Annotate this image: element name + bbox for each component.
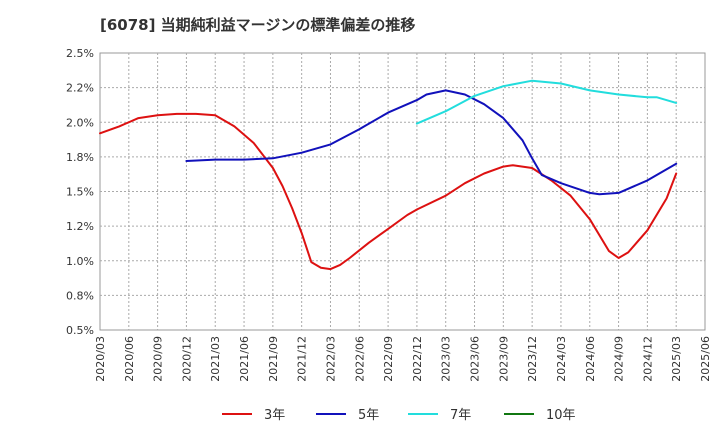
legend-label: 10年 (546, 408, 576, 423)
legend-label: 7年 (450, 408, 471, 423)
series-lines (99, 79, 678, 271)
x-tick-label: 2020/03 (94, 336, 107, 382)
y-tick-label: 2.2% (66, 82, 94, 95)
x-tick-label: 2024/12 (641, 336, 654, 382)
y-tick-label: 1.5% (66, 186, 94, 199)
y-axis-ticks: 0.5% 0.8% 1.0% 1.2% 1.5% 1.8% 2.0% 2.2% 2.5% (66, 47, 94, 337)
x-tick-label: 2024/06 (584, 336, 597, 382)
series-line-7年 (415, 79, 678, 125)
x-tick-label: 2021/09 (267, 336, 280, 382)
y-tick-label: 2.5% (66, 47, 94, 60)
x-axis-ticks: 2020/03 2020/06 2020/09 2020/12 2021/03 2021/… (94, 336, 712, 382)
y-tick-label: 2.0% (66, 116, 94, 129)
x-tick-label: 2024/03 (555, 336, 568, 382)
legend-label: 5年 (358, 408, 379, 423)
x-tick-label: 2022/03 (324, 336, 337, 382)
series-line-5年 (185, 89, 678, 196)
x-tick-label: 2020/12 (180, 336, 193, 382)
y-tick-label: 1.2% (66, 220, 94, 233)
x-tick-label: 2023/12 (526, 336, 539, 382)
y-tick-label: 1.8% (66, 151, 94, 164)
x-tick-label: 2023/06 (469, 336, 482, 382)
x-tick-label: 2020/09 (152, 336, 165, 382)
grid-lines (100, 53, 705, 330)
legend-label: 3年 (264, 408, 285, 423)
legend: 3年 5年 7年 10年 (222, 408, 576, 423)
y-tick-label: 1.0% (66, 255, 94, 268)
x-tick-label: 2021/12 (296, 336, 309, 382)
x-tick-label: 2022/09 (382, 336, 395, 382)
series-line-3年 (99, 112, 678, 271)
chart-title: [6078] 当期純利益マージンの標準偏差の推移 (100, 16, 415, 34)
x-tick-label: 2021/06 (238, 336, 251, 382)
y-tick-label: 0.5% (66, 324, 94, 337)
y-tick-label: 0.8% (66, 289, 94, 302)
x-tick-label: 2022/06 (353, 336, 366, 382)
x-tick-label: 2020/06 (123, 336, 136, 382)
x-tick-label: 2023/03 (440, 336, 453, 382)
x-tick-label: 2023/09 (497, 336, 510, 382)
x-tick-label: 2025/06 (699, 336, 712, 382)
x-tick-label: 2025/03 (670, 336, 683, 382)
x-tick-label: 2024/09 (613, 336, 626, 382)
x-tick-label: 2021/03 (209, 336, 222, 382)
x-tick-label: 2022/12 (411, 336, 424, 382)
